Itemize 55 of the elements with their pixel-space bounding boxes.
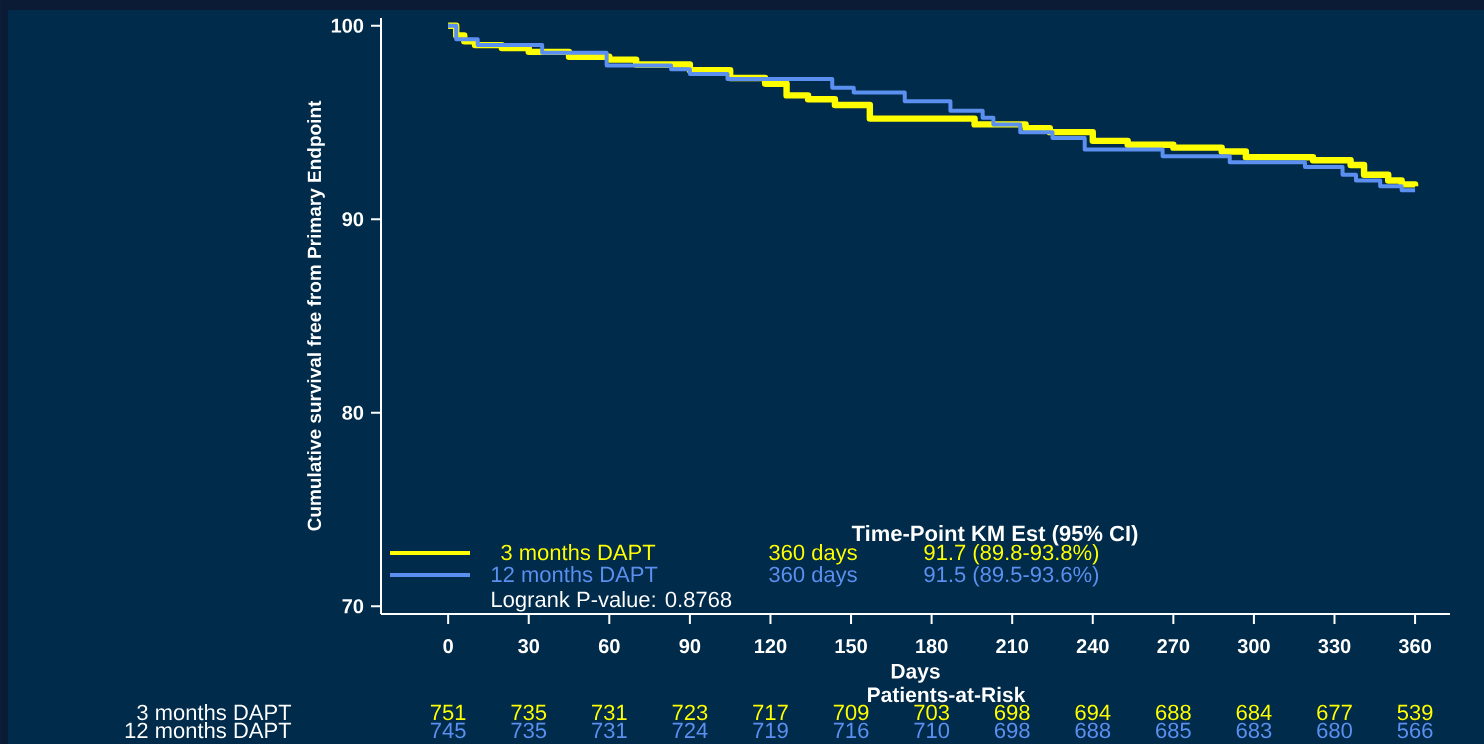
text: 723	[672, 704, 708, 721]
text: 688	[1156, 704, 1191, 721]
x-tick-label: 30	[518, 639, 540, 654]
text: 717	[753, 704, 788, 720]
legend-label: 3 months DAPT	[501, 544, 656, 561]
text: 719	[753, 722, 788, 739]
text: 698	[994, 722, 1030, 739]
text: 735	[511, 704, 547, 721]
text: 566	[1397, 722, 1433, 739]
text: 539	[1397, 704, 1433, 721]
text: 12 months DAPT	[125, 722, 292, 739]
x-tick-label: 240	[1076, 639, 1109, 654]
x-tick-label: 330	[1318, 639, 1351, 654]
text: 680	[1317, 722, 1352, 739]
text: 745	[430, 722, 466, 739]
x-tick-label: 0	[443, 639, 453, 654]
text: 735	[511, 722, 547, 739]
legend-label: 12 months DAPT	[492, 566, 658, 583]
text: 716	[833, 722, 869, 739]
x-tick-label: 60	[598, 639, 620, 654]
text: 685	[1156, 722, 1191, 739]
text: 683	[1236, 722, 1272, 739]
y-axis-title: Cumulative survival free from Primary Endpoint	[307, 100, 325, 531]
x-tick-label: 120	[755, 639, 787, 654]
x-tick-label: 180	[916, 639, 948, 654]
text: 731	[592, 704, 627, 721]
text: 694	[1075, 704, 1111, 721]
annotation: 360 days	[769, 544, 857, 565]
text: Patients-at-Risk	[868, 686, 1026, 703]
text: 684	[1236, 704, 1272, 721]
annotation: 91.5 (89.5-93.6%)	[924, 566, 1099, 587]
text: 3 months DAPT	[137, 704, 292, 721]
x-tick-label: 90	[679, 639, 701, 654]
x-tick-label: 300	[1237, 639, 1270, 654]
x-tick-label: 270	[1157, 639, 1190, 654]
y-tick-label: 90	[342, 212, 364, 227]
text: 731	[592, 722, 627, 739]
y-tick-label: 80	[342, 405, 364, 420]
annotation: 360 days	[769, 566, 857, 587]
text: 677	[1317, 704, 1352, 721]
annotation: 91.7 (89.8-93.8%)	[924, 544, 1099, 565]
text: 751	[430, 704, 466, 721]
y-tick-label: 70	[342, 599, 364, 614]
x-axis-title: Days	[891, 663, 940, 683]
text: 724	[672, 722, 708, 738]
text: 709	[833, 704, 869, 721]
y-tick-label: 100	[331, 18, 364, 33]
text: 688	[1075, 722, 1111, 739]
text: 703	[914, 704, 949, 721]
text: 698	[994, 704, 1030, 721]
x-tick-label: 210	[996, 639, 1029, 654]
x-tick-label: 150	[835, 639, 867, 654]
x-tick-label: 360	[1398, 639, 1431, 654]
annotation: Logrank P-value: 0.8768	[492, 591, 732, 612]
text: 710	[914, 722, 950, 739]
